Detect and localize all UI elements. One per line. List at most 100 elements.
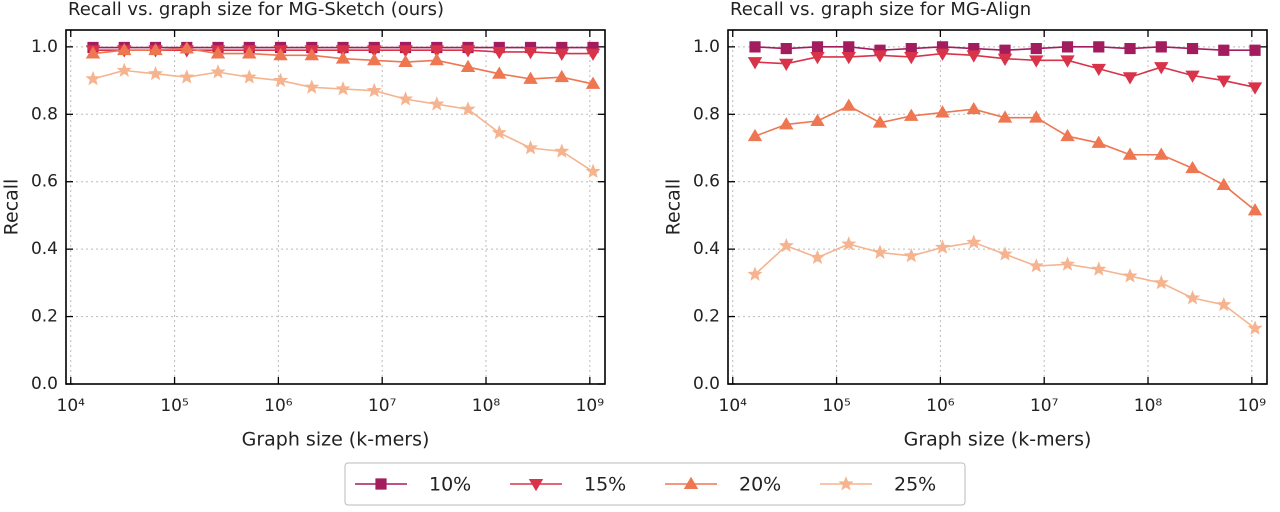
data-point <box>397 91 414 106</box>
legend-marker <box>683 476 699 489</box>
y-tick-label: 1.0 <box>693 37 720 57</box>
data-point <box>1060 55 1075 68</box>
data-point <box>997 53 1013 66</box>
data-point <box>492 46 507 60</box>
data-point <box>148 42 163 56</box>
y-tick-label: 0.6 <box>31 172 58 192</box>
x-axis-label: Graph size (k-mers) <box>242 429 430 451</box>
data-point <box>1093 41 1105 53</box>
data-point <box>1154 62 1169 75</box>
data-point <box>179 41 194 54</box>
y-tick-label: 0.2 <box>693 307 720 327</box>
data-point <box>1061 41 1074 53</box>
y-tick-label: 0.0 <box>693 374 720 394</box>
legend-label: 10% <box>429 474 471 496</box>
data-point <box>904 52 919 65</box>
data-point <box>841 236 857 251</box>
axes-frame <box>727 29 1268 385</box>
data-point <box>366 82 382 98</box>
data-point <box>116 62 132 77</box>
data-point <box>903 247 919 263</box>
y-tick-label: 0.8 <box>693 104 720 124</box>
data-point <box>810 52 825 65</box>
data-point <box>554 143 570 158</box>
data-point <box>904 108 919 121</box>
x-tick-label: 10⁴ <box>57 396 86 416</box>
data-point <box>841 98 856 111</box>
x-tick-label: 10⁷ <box>368 396 397 416</box>
data-point <box>810 113 825 126</box>
data-point <box>1029 55 1044 68</box>
data-point <box>1218 44 1230 56</box>
data-point <box>429 53 444 66</box>
data-point <box>1216 177 1231 191</box>
x-tick-label: 10⁵ <box>822 396 850 416</box>
data-point <box>780 42 792 55</box>
data-point <box>398 54 413 67</box>
data-point <box>935 105 950 118</box>
data-point <box>273 47 288 61</box>
data-point <box>1122 72 1138 85</box>
y-tick-label: 1.0 <box>31 37 58 57</box>
data-point <box>147 65 164 81</box>
data-point <box>747 266 763 281</box>
data-point <box>1154 147 1169 160</box>
data-point <box>966 234 982 249</box>
data-point <box>966 101 981 115</box>
chart-title: Recall vs. graph size for MG-Align <box>730 0 1031 20</box>
data-point <box>779 117 794 130</box>
data-point <box>1122 147 1138 160</box>
y-tick-label: 0.8 <box>31 104 58 124</box>
data-point <box>272 72 289 87</box>
data-point <box>747 57 763 70</box>
data-point <box>335 51 351 64</box>
data-point <box>997 246 1013 261</box>
data-point <box>429 45 444 58</box>
data-point <box>1185 160 1200 174</box>
legend-label: 25% <box>894 474 936 496</box>
data-point <box>304 47 319 61</box>
data-point <box>554 48 569 61</box>
data-point <box>335 45 351 58</box>
data-point <box>585 163 601 179</box>
data-point <box>1122 268 1138 283</box>
data-point <box>872 115 888 128</box>
y-tick-label: 0.6 <box>693 172 720 192</box>
data-point <box>1153 274 1169 290</box>
data-point <box>1216 296 1232 312</box>
data-point <box>460 101 476 116</box>
data-point <box>1184 290 1201 305</box>
data-point <box>811 41 824 53</box>
data-point <box>367 45 382 58</box>
x-tick-label: 10⁷ <box>1030 396 1059 416</box>
data-point <box>460 59 476 73</box>
data-point <box>997 110 1013 123</box>
data-point <box>210 46 226 59</box>
legend-box <box>344 462 966 506</box>
data-point <box>841 52 856 65</box>
x-tick-label: 10⁸ <box>472 396 501 416</box>
y-tick-label: 0.2 <box>31 307 58 327</box>
data-point <box>241 69 257 84</box>
data-point <box>1247 82 1263 95</box>
data-point <box>1155 41 1167 53</box>
x-tick-label: 10⁵ <box>160 396 188 416</box>
data-point <box>367 53 382 66</box>
data-point <box>1091 63 1106 77</box>
data-point <box>491 124 507 140</box>
data-point <box>1059 256 1076 271</box>
data-point <box>1185 70 1200 83</box>
data-point <box>1029 110 1044 123</box>
axes-frame <box>65 29 606 385</box>
data-point <box>522 140 539 155</box>
data-point <box>747 128 763 142</box>
x-tick-label: 10⁹ <box>576 396 605 416</box>
x-tick-label: 10⁸ <box>1134 396 1163 416</box>
data-point <box>523 71 538 84</box>
data-point <box>492 66 507 79</box>
y-axis-label: Recall <box>663 179 685 236</box>
legend-marker <box>838 476 854 491</box>
x-tick-label: 10⁶ <box>264 396 293 416</box>
data-point <box>117 42 132 56</box>
